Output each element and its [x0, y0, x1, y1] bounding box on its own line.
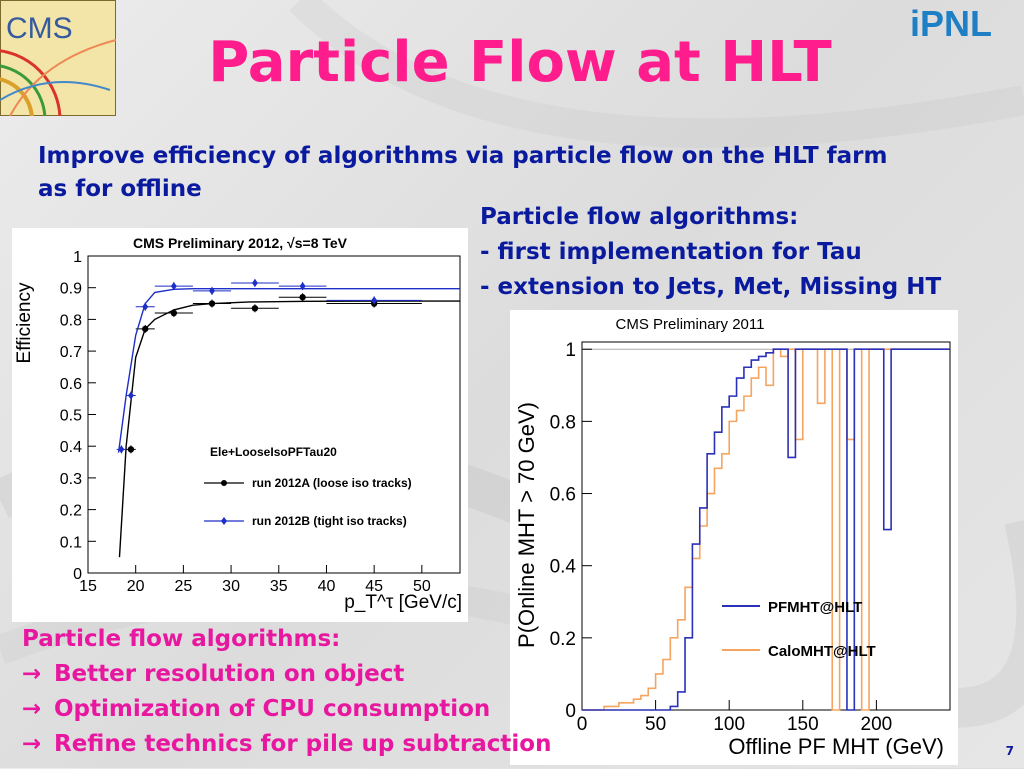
legend-label: CaloMHT@HLT: [768, 643, 876, 660]
y-tick-label: 1: [565, 340, 576, 361]
legend-label: PFMHT@HLT: [768, 599, 862, 616]
legend-title: Ele+LooseIsoPFTau20: [210, 445, 337, 459]
ipnl-logo: iPNL: [910, 3, 992, 44]
pf-list-item: - first implementation for Tau: [480, 239, 862, 265]
x-tick-label: 15: [79, 578, 97, 595]
y-tick-label: 0.8: [550, 412, 576, 433]
pink-list-item: → Refine technics for pile up subtraction: [22, 727, 622, 762]
chart-title: CMS Preliminary 2012, √s=8 TeV: [133, 235, 348, 251]
data-point: [299, 294, 306, 301]
x-tick-label: 50: [413, 578, 431, 595]
ipnl-logo-text: iPNL: [910, 3, 992, 44]
pink-list-item-text: Optimization of CPU consumption: [54, 696, 491, 722]
x-tick-label: 50: [645, 714, 666, 735]
y-axis-label: P(Online MHT > 70 GeV): [514, 402, 539, 648]
cms-logo: CMS: [0, 0, 116, 116]
arrow-icon: →: [22, 661, 42, 687]
x-tick-label: 35: [270, 578, 288, 595]
y-tick-label: 0.2: [60, 503, 82, 520]
y-tick-label: 0.7: [60, 344, 82, 361]
data-point: [251, 278, 258, 287]
x-tick-label: 45: [365, 578, 383, 595]
y-tick-label: 0.6: [550, 485, 576, 506]
tau-efficiency-chart-panel: CMS Preliminary 2012, √s=8 TeV 0 0.1 0.2 0.3…: [12, 228, 468, 622]
pink-list-item-text: Better resolution on object: [54, 661, 405, 687]
data-point: [208, 300, 216, 307]
slide-title: Particle Flow at HLT: [208, 30, 832, 95]
data-point: [170, 282, 177, 291]
chart-title: CMS Preliminary 2011: [616, 316, 765, 333]
data-point: [127, 446, 135, 453]
y-tick-label: 0: [73, 566, 82, 583]
x-tick-label: 100: [713, 714, 745, 735]
x-tick-label: 30: [222, 578, 240, 595]
x-axis-label: p_T^τ [GeV/c]: [344, 592, 462, 613]
data-point: [170, 309, 178, 317]
data-point: [371, 296, 378, 305]
y-axis-label: Efficiency: [14, 282, 35, 363]
data-point: [127, 391, 134, 400]
pfmht-curve: [582, 348, 950, 711]
arrow-icon: →: [22, 731, 42, 757]
fit-curve-2012a: [118, 300, 460, 558]
x-tick-label: 25: [174, 578, 192, 595]
y-tick-label: 0: [565, 701, 576, 722]
y-tick-label: 0.3: [60, 471, 82, 488]
x-axis-label: Offline PF MHT (GeV): [728, 734, 944, 759]
arrow-icon: →: [22, 696, 42, 722]
legend-label: run 2012B (tight iso tracks): [252, 514, 407, 528]
y-tick-label: 0.5: [60, 408, 82, 425]
calomht-curve: [582, 348, 950, 711]
data-point: [142, 302, 149, 311]
pf-list-item: - extension to Jets, Met, Missing HT: [480, 274, 942, 300]
pink-list-item: → Optimization of CPU consumption: [22, 692, 622, 727]
pink-list-heading: Particle flow algorithms:: [22, 626, 341, 652]
y-tick-label: 0.9: [60, 281, 82, 298]
pf-benefits-list: Particle flow algorithms: → Better resolu…: [22, 622, 622, 762]
x-tick-label: 40: [318, 578, 336, 595]
mht-turn-on-chart-panel: CMS Preliminary 2011 0 0.2 0.4 0.6 0.8 1 0 50 100…: [510, 310, 958, 765]
tau-efficiency-chart: CMS Preliminary 2012, √s=8 TeV 0 0.1 0.2 0.3…: [14, 235, 462, 613]
y-tick-label: 0.1: [60, 534, 82, 551]
legend-label: run 2012A (loose iso tracks): [252, 476, 412, 490]
data-point: [142, 325, 149, 333]
data-point: [118, 445, 125, 454]
pink-list-item-text: Refine technics for pile up subtraction: [54, 731, 552, 757]
headline-line: as for offline: [38, 176, 202, 202]
mht-turn-on-chart: CMS Preliminary 2011 0 0.2 0.4 0.6 0.8 1 0 50 100…: [514, 316, 951, 759]
legend-marker: [221, 480, 227, 486]
data-point: [299, 282, 306, 291]
plot-frame: [581, 341, 951, 711]
cms-logo-text: CMS: [6, 12, 73, 45]
x-tick-label: 20: [127, 578, 145, 595]
pf-list-heading: Particle flow algorithms:: [480, 204, 799, 230]
x-tick-label: 0: [577, 714, 588, 735]
y-tick-label: 0.4: [550, 557, 577, 578]
legend-marker: [221, 517, 227, 525]
pink-list-item: → Better resolution on object: [22, 657, 622, 692]
headline-line: Improve efficiency of algorithms via par…: [38, 143, 888, 169]
x-tick-label: 200: [861, 714, 893, 735]
fit-curve-2012b: [117, 287, 460, 453]
pf-algorithm-list: Particle flow algorithms: - first implem…: [480, 200, 1020, 305]
headline: Improve efficiency of algorithms via par…: [38, 140, 1018, 206]
y-tick-label: 0.2: [550, 629, 576, 650]
data-point: [209, 286, 215, 295]
page-number: 7: [1005, 744, 1014, 758]
x-tick-label: 150: [787, 714, 819, 735]
y-tick-label: 0.6: [60, 376, 82, 393]
y-tick-label: 0.8: [60, 312, 82, 329]
y-tick-label: 1: [73, 249, 82, 266]
data-point: [251, 305, 259, 312]
y-tick-label: 0.4: [60, 439, 82, 456]
